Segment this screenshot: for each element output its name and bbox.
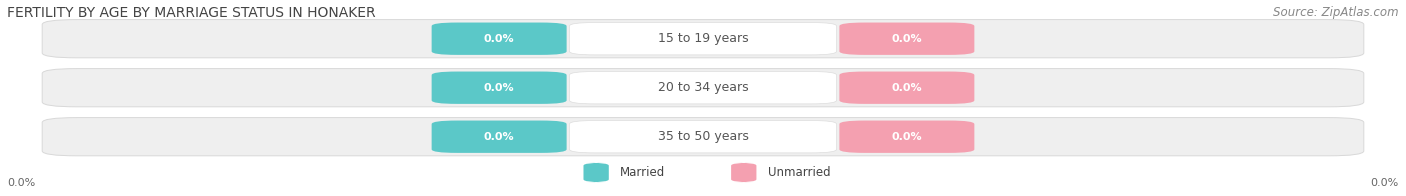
FancyBboxPatch shape [569,72,837,104]
Text: 0.0%: 0.0% [7,178,35,188]
FancyBboxPatch shape [42,118,1364,156]
Text: 20 to 34 years: 20 to 34 years [658,81,748,94]
Text: Source: ZipAtlas.com: Source: ZipAtlas.com [1274,6,1399,19]
FancyBboxPatch shape [731,163,756,182]
Text: 0.0%: 0.0% [484,34,515,44]
Text: FERTILITY BY AGE BY MARRIAGE STATUS IN HONAKER: FERTILITY BY AGE BY MARRIAGE STATUS IN H… [7,6,375,20]
Text: Unmarried: Unmarried [768,166,831,179]
Text: 15 to 19 years: 15 to 19 years [658,32,748,45]
Text: 0.0%: 0.0% [1371,178,1399,188]
Text: 0.0%: 0.0% [891,34,922,44]
FancyBboxPatch shape [432,72,567,104]
Text: 0.0%: 0.0% [891,132,922,142]
Text: 35 to 50 years: 35 to 50 years [658,130,748,143]
Text: 0.0%: 0.0% [484,132,515,142]
FancyBboxPatch shape [42,20,1364,58]
FancyBboxPatch shape [432,121,567,153]
FancyBboxPatch shape [839,72,974,104]
FancyBboxPatch shape [839,121,974,153]
Text: 0.0%: 0.0% [484,83,515,93]
FancyBboxPatch shape [432,23,567,55]
FancyBboxPatch shape [569,23,837,55]
FancyBboxPatch shape [42,69,1364,107]
FancyBboxPatch shape [569,121,837,153]
Text: 0.0%: 0.0% [891,83,922,93]
Text: Married: Married [620,166,665,179]
FancyBboxPatch shape [583,163,609,182]
FancyBboxPatch shape [839,23,974,55]
